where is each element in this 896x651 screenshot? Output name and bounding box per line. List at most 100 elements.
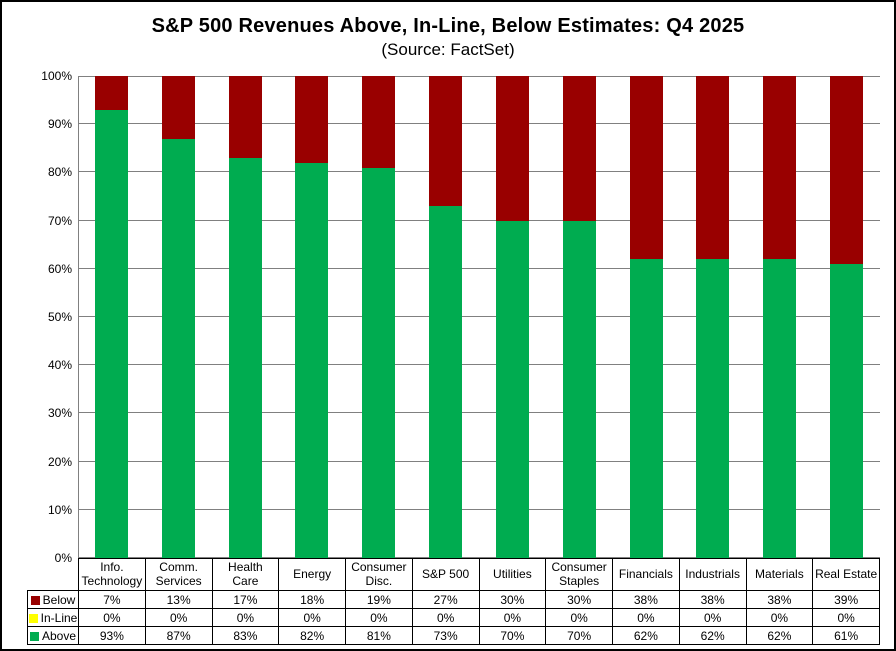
gridline xyxy=(78,557,880,558)
value-cell: 0% xyxy=(745,608,814,627)
category-header: Real Estate xyxy=(812,558,880,591)
value-cell: 73% xyxy=(411,626,480,645)
category-header: Industrials xyxy=(678,558,747,591)
gridline xyxy=(78,316,880,317)
category-header: Consumer Staples xyxy=(545,558,613,591)
bar-segment-above-info-technology xyxy=(94,109,128,558)
value-cell: 83% xyxy=(211,626,280,645)
bar-segment-above-materials xyxy=(763,259,797,558)
legend-cell-above: Above xyxy=(27,626,79,645)
value-cell: 18% xyxy=(278,590,346,609)
value-cell: 0% xyxy=(612,608,680,627)
value-cell: 70% xyxy=(545,626,613,645)
value-cell: 0% xyxy=(678,608,747,627)
legend-cell-in-line: In-Line xyxy=(27,608,79,627)
legend-label: In-Line xyxy=(40,610,78,625)
bar-segment-below-health-care xyxy=(228,76,262,158)
bar-segment-above-comm-services xyxy=(161,138,195,558)
category-header: Health Care xyxy=(211,558,280,591)
value-cell: 27% xyxy=(411,590,480,609)
value-cell: 61% xyxy=(812,626,880,645)
plot-area xyxy=(78,76,880,558)
y-axis-tick-label: 100% xyxy=(41,69,72,83)
bar-segment-below-s-p-500 xyxy=(429,76,463,207)
bar-segment-below-consumer-staples xyxy=(562,76,596,221)
value-cell: 81% xyxy=(345,626,413,645)
gridline xyxy=(78,267,880,269)
bar-segment-above-industrials xyxy=(696,259,730,558)
y-axis-tick-label: 50% xyxy=(47,310,72,324)
category-header: Comm. Services xyxy=(144,558,213,591)
bar-segment-above-real-estate xyxy=(830,263,864,558)
value-cell: 30% xyxy=(545,590,613,609)
chart-title: S&P 500 Revenues Above, In-Line, Below E… xyxy=(151,15,745,37)
value-cell: 39% xyxy=(812,590,880,609)
bar-segment-below-industrials xyxy=(696,76,730,260)
value-cell: 0% xyxy=(345,608,413,627)
value-cell: 30% xyxy=(478,590,547,609)
y-axis-tick-label: 30% xyxy=(47,406,72,421)
y-axis-tick-label: 70% xyxy=(47,213,72,228)
value-cell: 0% xyxy=(144,608,213,627)
gridline xyxy=(78,171,880,173)
legend-swatch-icon xyxy=(30,595,40,605)
value-cell: 0% xyxy=(478,608,547,627)
bar-segment-above-utilities xyxy=(495,220,529,558)
value-cell: 0% xyxy=(78,608,146,627)
gridline xyxy=(78,364,880,366)
value-cell: 38% xyxy=(612,590,680,609)
category-header: Materials xyxy=(745,558,814,591)
value-cell: 62% xyxy=(612,626,680,645)
chart-subtitle: (Source: FactSet) xyxy=(381,40,515,59)
legend-label: Below xyxy=(42,592,76,607)
gridline xyxy=(78,76,880,77)
value-cell: 62% xyxy=(745,626,814,645)
category-header: Consumer Disc. xyxy=(345,558,413,591)
table-row-below: Below 7% 13% 17% 18% 19% 27% 30% 30% 38% 38% 38% 39% xyxy=(27,590,880,609)
table-header-row: Info. Technology Comm. Services Health Car… xyxy=(28,558,880,591)
legend-swatch-icon xyxy=(29,631,39,641)
y-axis-tick-label: 60% xyxy=(47,261,72,276)
bar-segment-above-health-care xyxy=(228,157,262,558)
gridline xyxy=(78,508,880,510)
value-cell: 19% xyxy=(345,590,413,609)
legend-swatch-icon xyxy=(28,613,38,623)
data-table: Info. Technology Comm. Services Health Car… xyxy=(27,558,880,645)
legend-cell-below: Below xyxy=(27,590,79,609)
bar-segment-above-consumer-disc xyxy=(362,167,396,558)
y-axis-tick-label: 10% xyxy=(47,502,72,517)
value-cell: 0% xyxy=(211,608,280,627)
bar-segment-below-utilities xyxy=(495,76,529,221)
y-axis-tick-label: 90% xyxy=(47,117,72,132)
gridline xyxy=(78,460,880,462)
value-cell: 62% xyxy=(678,626,747,645)
category-header: Energy xyxy=(278,558,346,591)
value-cell: 93% xyxy=(78,626,146,645)
gridline xyxy=(78,219,880,221)
value-cell: 7% xyxy=(78,590,146,609)
bar-segment-below-consumer-disc xyxy=(362,76,396,168)
gridline xyxy=(78,412,880,414)
bar-segment-above-consumer-staples xyxy=(562,220,596,558)
bar-segment-below-comm-services xyxy=(161,76,195,139)
category-header: Utilities xyxy=(478,558,547,591)
bar-segment-below-real-estate xyxy=(830,76,864,264)
value-cell: 70% xyxy=(478,626,547,645)
value-cell: 87% xyxy=(144,626,213,645)
legend-label: Above xyxy=(41,628,77,643)
bar-segment-above-financials xyxy=(629,259,663,558)
table-row-in-line: In-Line 0% 0% 0% 0% 0% 0% 0% 0% 0% 0% 0% 0% xyxy=(27,608,880,627)
value-cell: 38% xyxy=(745,590,814,609)
bar-segment-below-info-technology xyxy=(94,76,128,110)
value-cell: 0% xyxy=(545,608,613,627)
table-row-above: Above 93% 87% 83% 82% 81% 73% 70% 70% 62% 62% 62% 61… xyxy=(27,626,880,645)
gridline xyxy=(78,123,880,125)
bar-segment-below-energy xyxy=(295,76,329,163)
category-header: S&P 500 xyxy=(411,558,480,591)
value-cell: 17% xyxy=(211,590,280,609)
y-axis-tick-label: 0% xyxy=(54,551,72,565)
y-axis-line xyxy=(78,76,79,558)
value-cell: 13% xyxy=(144,590,213,609)
category-header: Financials xyxy=(612,558,680,591)
